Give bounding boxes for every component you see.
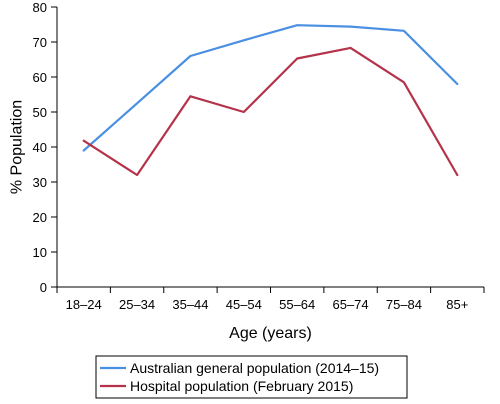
- x-tick-label: 55–64: [279, 297, 315, 312]
- x-tick-label: 75–84: [386, 297, 422, 312]
- y-tick-label: 10: [33, 245, 47, 260]
- y-tick-label: 20: [33, 210, 47, 225]
- series-line-1: [82, 24, 459, 152]
- x-tick-label: 25–34: [119, 297, 155, 312]
- legend: Australian general population (2014–15) H…: [95, 355, 408, 399]
- y-tick-label: 0: [40, 280, 47, 295]
- x-tick-label: 65–74: [332, 297, 368, 312]
- y-tick-label: 30: [33, 175, 47, 190]
- x-tick-label: 85+: [446, 297, 468, 312]
- y-tick-label: 40: [33, 140, 47, 155]
- y-tick-label: 70: [33, 35, 47, 50]
- y-axis-title: % Population: [9, 100, 26, 194]
- y-axis-ticks: 0 10 20 30 40 50 60 70 80: [33, 0, 57, 295]
- legend-label-1: Australian general population (2014–15): [130, 360, 379, 376]
- x-tick-label: 18–24: [66, 297, 102, 312]
- y-tick-label: 80: [33, 0, 47, 15]
- y-tick-label: 60: [33, 70, 47, 85]
- y-tick-label: 50: [33, 105, 47, 120]
- series-line-2: [82, 46, 459, 177]
- series-lines: [82, 24, 459, 177]
- legend-label-2: Hospital population (February 2015): [130, 378, 353, 394]
- x-axis-title: Age (years): [229, 325, 312, 342]
- legend-box: [95, 355, 408, 399]
- x-axis-ticks: 18–24 25–34 35–44 45–54 55–64 65–74 75–84 85+: [56, 287, 485, 312]
- x-tick-label: 35–44: [172, 297, 208, 312]
- x-tick-label: 45–54: [226, 297, 262, 312]
